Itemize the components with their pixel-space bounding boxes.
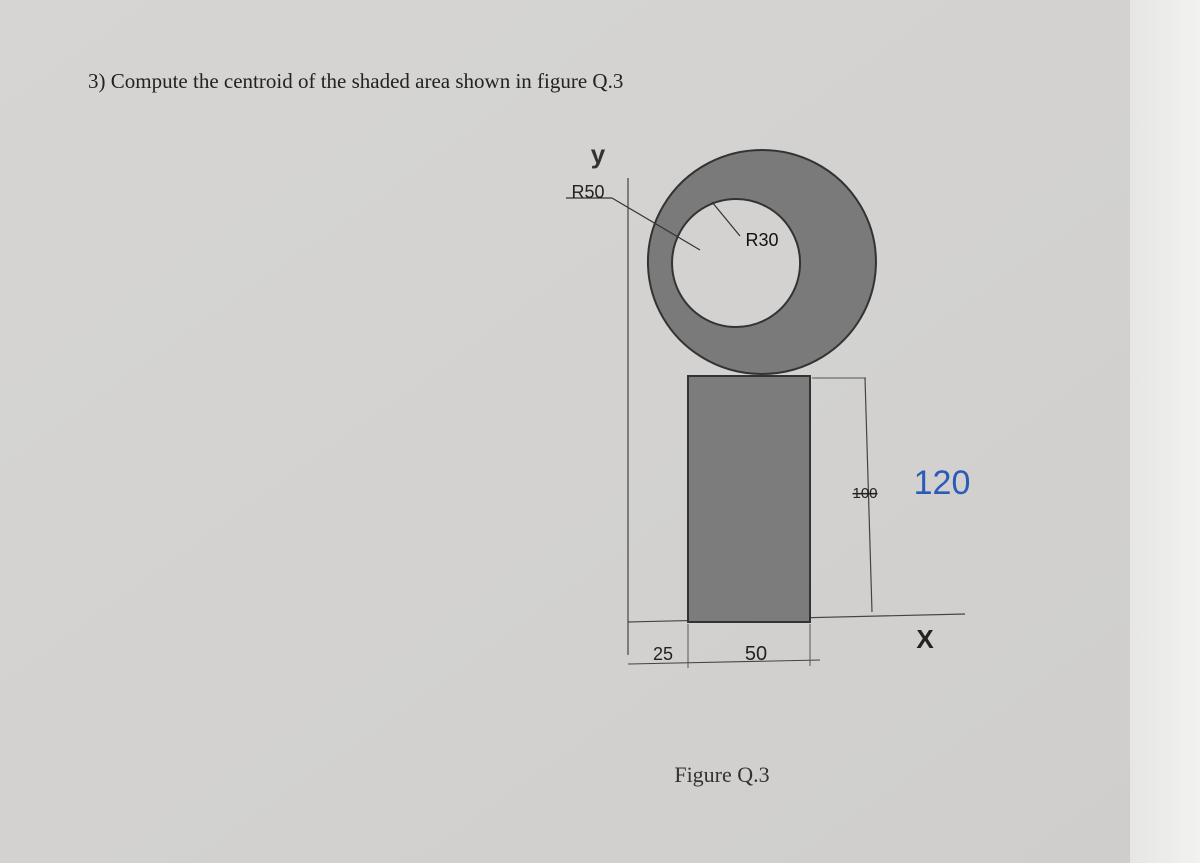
question-text: 3) Compute the centroid of the shaded ar… — [88, 69, 623, 93]
width-label: 50 — [745, 643, 767, 665]
outer-radius-label: R50 — [571, 182, 604, 202]
r50-leader — [611, 197, 701, 251]
height-dimension — [864, 377, 873, 613]
r30-leader — [711, 201, 741, 237]
ring — [646, 149, 877, 375]
inner-radius-label: R30 — [745, 230, 778, 250]
paper-edge — [1130, 0, 1200, 863]
figure-caption: Figure Q.3 — [674, 762, 769, 787]
rectangle — [687, 375, 811, 623]
height-handwritten: 120 — [914, 464, 971, 502]
width-dimension — [627, 659, 821, 665]
height-printed: 100 — [852, 485, 877, 502]
y-axis-label: y — [591, 139, 606, 169]
x-axis-label: X — [916, 624, 934, 654]
offset-label: 25 — [653, 644, 673, 664]
